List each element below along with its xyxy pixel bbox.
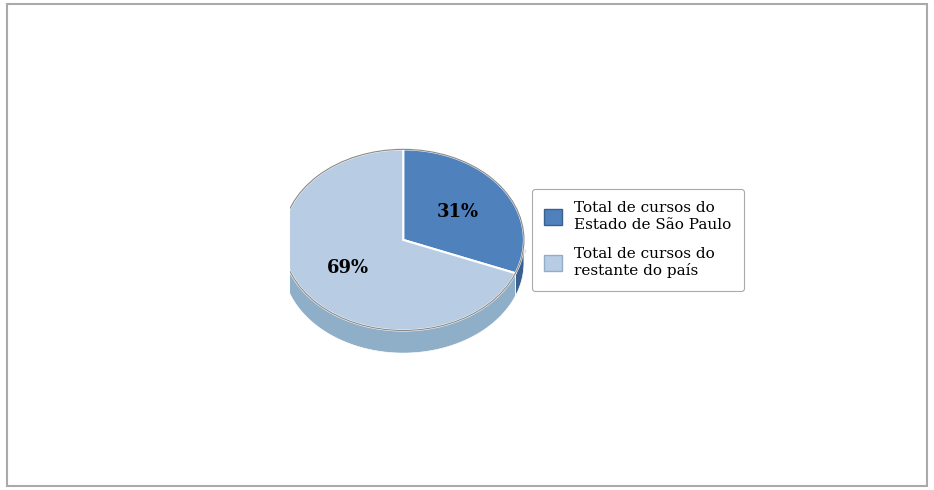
Polygon shape	[403, 149, 524, 273]
Polygon shape	[282, 242, 516, 353]
Text: 31%: 31%	[437, 203, 479, 221]
Polygon shape	[282, 149, 516, 330]
Polygon shape	[516, 241, 524, 296]
Text: 69%: 69%	[327, 259, 369, 277]
Legend: Total de cursos do
Estado de São Paulo, Total de cursos do
restante do país: Total de cursos do Estado de São Paulo, …	[531, 189, 743, 291]
Ellipse shape	[280, 235, 527, 268]
